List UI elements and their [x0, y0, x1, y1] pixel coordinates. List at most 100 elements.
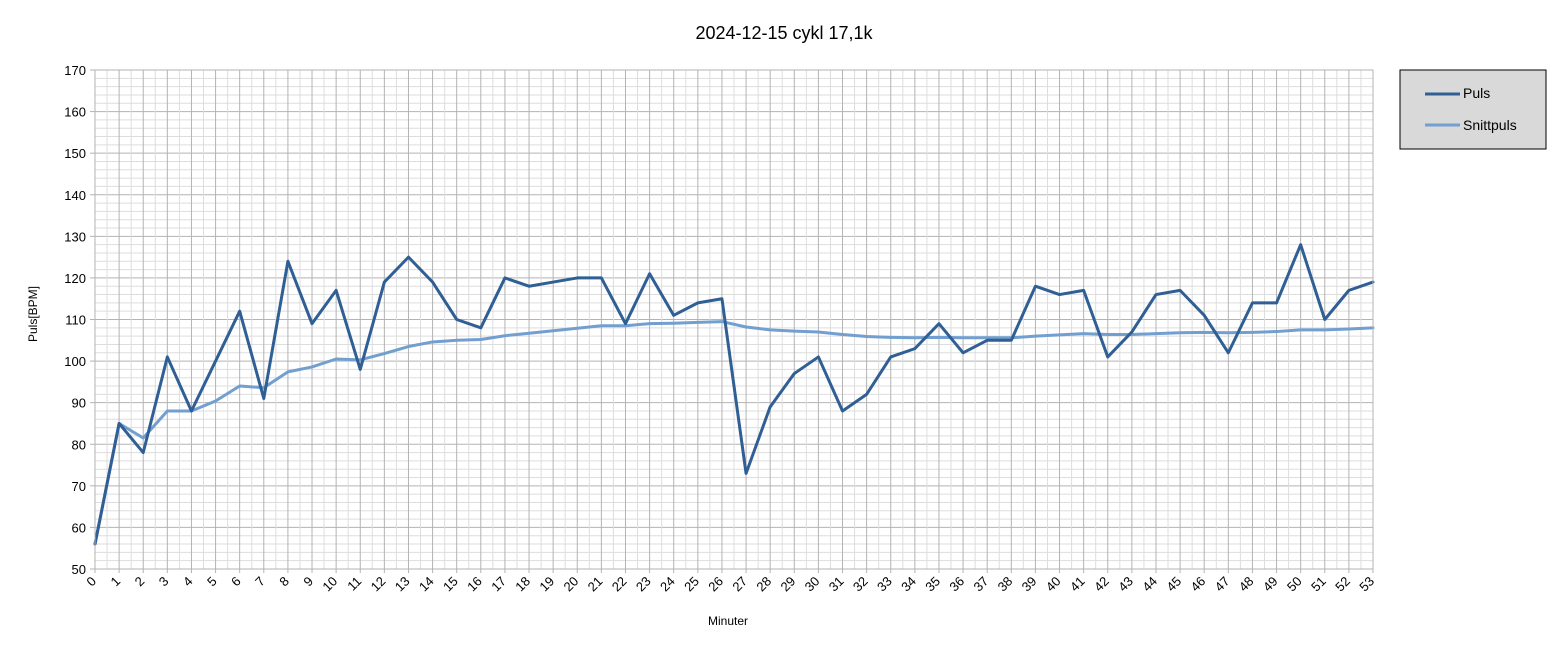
y-tick-label: 70	[72, 479, 86, 494]
x-tick-label: 7	[252, 574, 268, 590]
data-point-snittpuls	[1154, 332, 1158, 335]
x-tick-label: 11	[344, 574, 364, 594]
legend-box	[1399, 69, 1547, 150]
x-tick-label: 46	[1187, 574, 1208, 595]
data-point-snittpuls	[383, 352, 386, 355]
x-tick-label: 15	[440, 574, 461, 595]
x-tick-label: 44	[1139, 574, 1160, 595]
y-tick-label: 120	[64, 271, 86, 286]
data-point-snittpuls	[817, 330, 820, 334]
data-point-snittpuls	[1251, 331, 1254, 334]
y-tick-label: 170	[64, 63, 86, 78]
data-point-snittpuls	[1323, 328, 1326, 332]
data-point-snittpuls	[1347, 327, 1351, 331]
y-tick-label: 80	[72, 437, 86, 452]
y-tick-label: 100	[64, 354, 86, 369]
data-point-puls	[985, 339, 989, 342]
data-point-snittpuls	[576, 327, 579, 330]
x-tick-label: 0	[83, 574, 99, 590]
y-axis-label: Puls[BPM]	[26, 286, 40, 342]
x-tick-label: 43	[1115, 574, 1136, 595]
x-tick-label: 39	[1019, 574, 1040, 595]
x-tick-label: 22	[609, 574, 630, 595]
x-tick-label: 18	[512, 574, 533, 595]
data-point-puls	[166, 355, 169, 359]
data-point-snittpuls	[865, 335, 868, 338]
data-point-snittpuls	[551, 329, 555, 332]
data-point-snittpuls	[238, 384, 241, 388]
data-point-snittpuls	[937, 336, 941, 339]
data-point-puls	[286, 260, 290, 263]
data-point-puls	[407, 255, 410, 259]
data-point-puls	[117, 422, 121, 425]
data-point-puls	[1227, 351, 1230, 354]
x-tick-label: 6	[228, 574, 244, 590]
x-tick-label: 36	[946, 574, 967, 595]
x-tick-label: 32	[850, 574, 871, 595]
data-point-puls	[1058, 293, 1061, 296]
data-point-snittpuls	[1203, 331, 1206, 334]
data-point-snittpuls	[407, 345, 410, 348]
legend: Puls Snittpuls	[1399, 69, 1547, 150]
y-tick-label: 90	[72, 396, 86, 411]
x-tick-label: 42	[1091, 574, 1112, 595]
data-point-puls	[262, 397, 265, 400]
data-point-snittpuls	[768, 328, 772, 332]
data-point-snittpuls	[600, 324, 603, 327]
data-point-puls	[793, 372, 796, 375]
data-point-snittpuls	[455, 339, 458, 342]
x-tick-label: 37	[970, 574, 991, 595]
data-point-puls	[431, 280, 434, 284]
data-point-snittpuls	[1058, 333, 1061, 337]
x-tick-label: 24	[657, 574, 678, 595]
data-point-puls	[359, 368, 362, 371]
x-tick-label: 34	[898, 574, 919, 595]
x-tick-label: 28	[753, 574, 774, 595]
data-point-snittpuls	[166, 409, 169, 413]
series-line-puls	[93, 243, 1375, 546]
x-tick-label: 14	[416, 574, 437, 595]
chart-title: 2024-12-15 cykl 17,1k	[695, 23, 873, 43]
data-point-puls	[937, 322, 941, 325]
data-point-puls	[600, 276, 603, 280]
data-point-puls	[1347, 289, 1351, 292]
x-tick-label: 29	[778, 574, 799, 595]
data-point-puls	[142, 451, 145, 454]
data-point-puls	[1010, 339, 1013, 342]
data-point-snittpuls	[359, 358, 362, 362]
data-point-puls	[1203, 314, 1206, 317]
x-tick-label: 33	[874, 574, 895, 595]
data-point-puls	[744, 472, 748, 475]
y-tick-label: 140	[64, 188, 86, 203]
data-point-puls	[527, 285, 531, 288]
data-point-puls	[1275, 301, 1278, 305]
legend-label-puls: Puls	[1463, 85, 1490, 101]
data-point-puls	[383, 280, 386, 284]
legend-label-snittpuls: Snittpuls	[1463, 117, 1517, 133]
data-point-snittpuls	[720, 320, 724, 323]
data-point-puls	[479, 326, 483, 330]
data-point-puls	[1130, 330, 1134, 334]
y-tick-label: 160	[64, 105, 86, 120]
x-tick-label: 20	[561, 574, 582, 595]
x-axis-label: Minuter	[708, 614, 748, 628]
data-point-puls	[720, 297, 724, 300]
x-tick-label: 25	[681, 574, 702, 595]
x-tick-label: 12	[368, 574, 389, 595]
x-tick-label: 49	[1260, 574, 1281, 595]
x-tick-label: 48	[1236, 574, 1257, 595]
data-point-snittpuls	[648, 322, 651, 325]
data-point-snittpuls	[431, 340, 434, 344]
x-tick-label: 26	[705, 574, 726, 595]
x-tick-label: 23	[633, 574, 654, 595]
x-tick-label: 10	[319, 574, 340, 595]
data-point-snittpuls	[841, 333, 844, 336]
data-point-puls	[190, 409, 193, 413]
data-point-snittpuls	[744, 325, 748, 329]
data-point-snittpuls	[1082, 332, 1085, 335]
x-tick-label: 52	[1332, 574, 1353, 595]
data-point-puls	[455, 318, 458, 321]
data-point-snittpuls	[624, 324, 627, 327]
data-point-snittpuls	[503, 334, 507, 337]
x-axis: 0 1 2 3 4 5 6 7 8 9 10 11 12 13 14 15 16 17 18 19 20 21 22 23 24…	[83, 569, 1377, 594]
